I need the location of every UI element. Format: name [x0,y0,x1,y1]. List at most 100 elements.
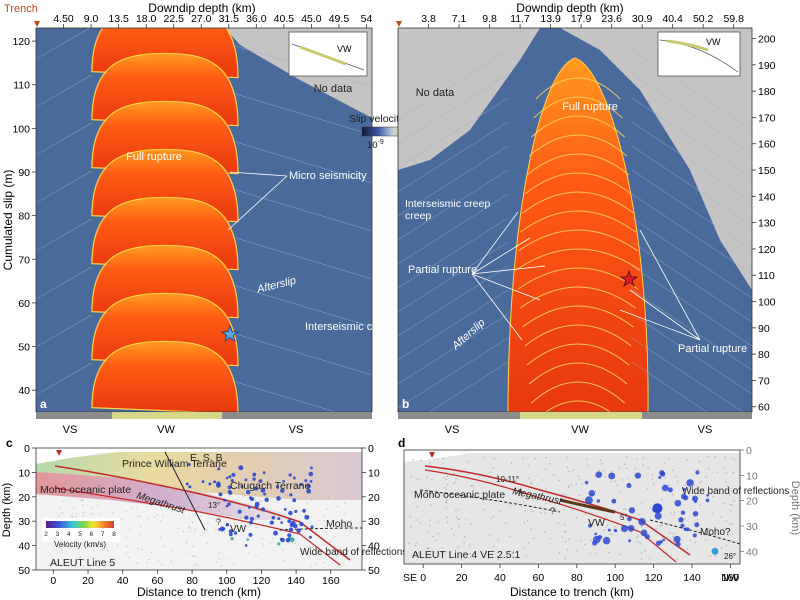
panel-b-x2-tick-label: 11.7 [510,13,530,25]
panel-c-earthquake-dot [201,480,205,484]
panel-d-speckle [493,545,495,548]
panel-d-xlabel: Distance to trench (km) [510,585,634,599]
panel-c-earthquakes [185,463,314,547]
panel-d-speckle [729,522,731,525]
panel-d-speckle [733,553,735,555]
panel-d-earthquake-dot [681,493,687,500]
panel-d-speckle [725,520,727,522]
panel-b-y2-tick-label: 160 [758,139,776,151]
panel-d-speckle [510,462,513,464]
panel-c-earthquake-dot [280,537,285,543]
panel-c-speckle [192,522,194,524]
panel-d-speckle [708,528,710,530]
panel-a-zone-vs-right: VS [289,424,304,436]
panel-d-speckle [666,552,668,555]
panel-d-x-tick-label: 160 [722,572,740,584]
panel-b-creep-line [631,265,752,347]
panel-c-speckle [92,558,94,560]
panel-c-earthquake-dot [217,467,221,471]
panel-a-y-tick-label: 50 [18,342,30,354]
panel-d-speckle [458,525,460,527]
panel-a-zone-bar-vw [112,412,222,419]
panel-d-speckle [594,490,597,492]
panel-b-right-y-ticks: 60 70 80 90 100 110 120 130 140 150 160 170 180 190 20… [752,34,776,414]
panel-c-speckle [82,504,84,506]
panel-c-speckle [298,520,300,522]
panel-c-speckle [280,498,282,500]
panel-d-speckle [445,501,448,503]
panel-d-earthquake-dot [675,541,681,547]
panel-c-speckle [207,522,209,524]
panel-d-speckle [610,481,612,483]
panel-b-rupture-arc [517,267,639,290]
panel-d-speckle [549,496,552,498]
panel-d-earthquake-dot [620,525,628,533]
panel-a-x2-tick-label: 4.50 [53,13,74,25]
panel-c-speckle [140,526,142,528]
panel-c-speckle [128,556,130,559]
panel-b-rupture-arc [517,229,639,252]
panel-d-earthquake-dot [638,518,646,526]
panel-d-speckle [452,495,454,498]
panel-c-earthquake-dot [304,479,308,483]
panel-d-speckle [668,457,670,459]
panel-a: Trench Downdip depth (km) 4.50 9.0 13.5 18.… [1,1,431,436]
panel-d-right-y-tick-label: 0 [746,445,752,457]
panel-c-speckle [240,517,242,520]
panel-d-speckle [725,544,728,547]
panel-c-speckle [189,527,192,529]
panel-d-speckle [611,470,613,473]
panel-d-speckle [732,457,734,459]
panel-b-creep-line [631,361,708,412]
panel-d-speckle [705,528,707,531]
panel-d-earthquake-dot [706,493,710,497]
panel-c-right-y-tick-label: 30 [368,516,380,528]
panel-d-speckle [455,477,457,480]
panel-c-speckle [97,505,99,507]
panel-c-earthquake-dot [287,533,292,538]
panel-a-creep-line [36,314,93,348]
panel-d-speckle [602,470,604,472]
panel-d-speckle [482,500,484,502]
panel-d-speckle [647,467,649,469]
panel-d-speckle [705,476,707,478]
panel-c-speckle [192,545,194,547]
panel-b-x2-ticks: 3.8 7.1 9.8 11.7 13.9 17.9 23.6 30.9 40.4 50.2 59.… [421,13,744,28]
panel-c-earthquake-dot [245,489,251,495]
panel-c-earthquake-dot [218,492,223,497]
panel-d-speckle [557,522,559,524]
panel-a-creep-line [36,362,93,396]
panel-c-speckle [324,514,326,517]
panel-d-speckle [566,456,568,459]
panel-d-annotation-moho-oceanic: Moho oceanic plate [414,489,505,501]
panel-c-speckle [255,526,258,529]
panel-b-y2-tick-label: 70 [758,375,770,387]
panel-d-speckle [525,555,528,557]
panel-a-zone-bar-vs-right [222,412,372,419]
panel-d-speckle [619,491,621,493]
panel-c-speckle [82,511,84,514]
panel-d-speckle [481,492,483,494]
panel-d-speckle [577,475,579,477]
panel-c-speckle [235,499,238,501]
panel-c-earthquake-dot [282,479,286,483]
panel-c-speckle [173,490,175,492]
panel-c-earthquake-dot [280,488,285,493]
panel-c-earthquake-dot [258,479,263,483]
panel-c-speckle [81,493,83,495]
panel-a-creep-line [36,170,93,204]
panel-c-speckle [125,511,127,513]
panel-d-speckle [616,484,618,486]
panel-a-creep-lines [36,28,372,412]
panel-c-speckle [285,538,287,541]
panel-d-speckle [622,515,624,517]
panel-d-speckle [731,533,734,535]
panel-b-creep-line [631,241,752,323]
panel-d-earthquakes [584,470,719,555]
panel-c-y-tick-label: 40 [18,541,30,553]
panel-c-y-tick-label: 30 [18,516,30,528]
panel-c-speckle [293,559,295,561]
panel-d-speckle [681,527,683,529]
panel-d-earthquake-dot [659,540,663,544]
panel-d-speckle [542,479,545,481]
